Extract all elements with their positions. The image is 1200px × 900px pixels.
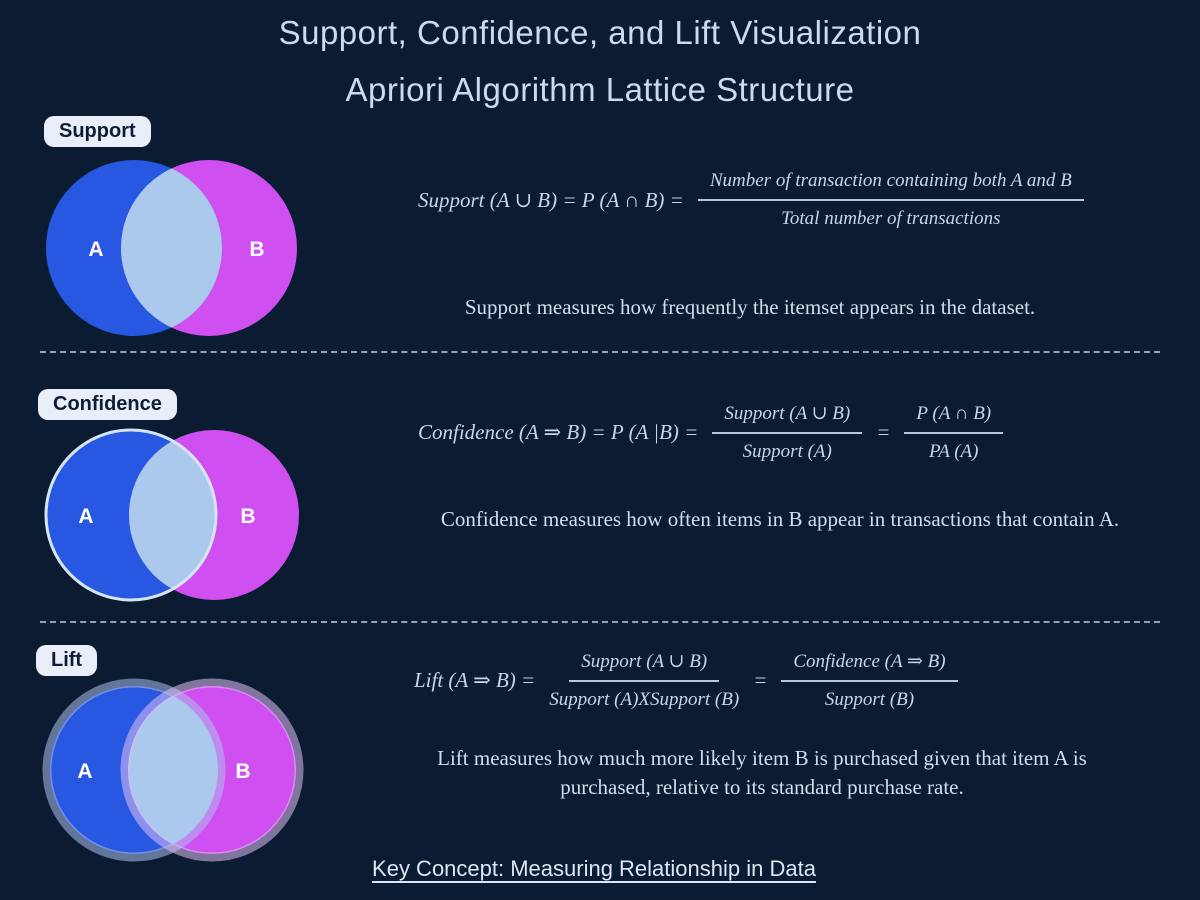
confidence-circle-a-highlight-outline xyxy=(44,428,218,602)
lift-formula-fraction-1: Support (A ∪ B) Support (A)XSupport (B) xyxy=(549,650,739,711)
lift-label-b: B xyxy=(235,760,250,783)
support-fraction-numerator: Number of transaction containing both A … xyxy=(697,170,1084,201)
lift-fraction2-numerator: Confidence (A ⇒ B) xyxy=(781,650,958,682)
support-badge: Support xyxy=(44,116,151,147)
support-label-b: B xyxy=(249,238,264,261)
page-subtitle: Apriori Algorithm Lattice Structure xyxy=(345,71,855,108)
support-label-a: A xyxy=(88,238,103,261)
lift-formula: Lift (A ⇒ B) = Support (A ∪ B) Support (… xyxy=(414,650,958,711)
lift-intersection-lens xyxy=(128,686,218,854)
lift-fraction1-numerator: Support (A ∪ B) xyxy=(569,650,720,682)
confidence-fraction1-numerator: Support (A ∪ B) xyxy=(712,402,863,434)
lift-circle-a-halo xyxy=(42,678,226,862)
support-fraction-denominator: Total number of transactions xyxy=(781,208,1001,229)
confidence-label-b: B xyxy=(240,505,255,528)
confidence-fraction1-denominator: Support (A) xyxy=(742,441,832,462)
confidence-fraction2-numerator: P (A ∩ B) xyxy=(904,403,1004,434)
lift-fraction1-denominator: Support (A)XSupport (B) xyxy=(549,689,740,710)
confidence-formula-fraction-1: Support (A ∪ B) Support (A) xyxy=(712,402,863,463)
confidence-fraction2-denominator: PA (A) xyxy=(929,440,979,462)
confidence-formula: Confidence (A ⇒ B) = P (A |B) = Support … xyxy=(418,402,1004,463)
key-concept-link[interactable]: Key Concept: Measuring Relationship in D… xyxy=(372,856,816,881)
support-intersection-lens xyxy=(121,160,222,336)
confidence-label-a: A xyxy=(78,505,93,528)
lift-formula-fraction-2: Confidence (A ⇒ B) Support (B) xyxy=(781,650,958,711)
support-description: Support measures how frequently the item… xyxy=(464,295,1036,319)
lift-fraction2-denominator: Support (B) xyxy=(824,689,915,710)
support-formula-fraction: Number of transaction containing both A … xyxy=(697,170,1084,230)
lift-label-a: A xyxy=(77,760,92,783)
support-venn-diagram: A B xyxy=(46,160,297,336)
page-title: Support, Confidence, and Lift Visualizat… xyxy=(278,14,922,51)
confidence-description: Confidence measures how often items in B… xyxy=(440,507,1120,531)
support-formula-lhs: Support (A ∪ B) = P (A ∩ B) = xyxy=(418,187,684,212)
confidence-formula-fraction-2: P (A ∩ B) PA (A) xyxy=(904,403,1004,463)
confidence-formula-lhs: Confidence (A ⇒ B) = P (A |B) = xyxy=(418,420,699,444)
confidence-formula-equals: = xyxy=(876,420,891,444)
confidence-badge: Confidence xyxy=(38,389,177,420)
support-formula: Support (A ∪ B) = P (A ∩ B) = Number of … xyxy=(418,170,1084,230)
section-divider-2 xyxy=(40,621,1160,623)
footer: Key Concept: Measuring Relationship in D… xyxy=(0,856,1188,882)
confidence-venn-diagram: A B xyxy=(44,428,299,602)
lift-formula-equals: = xyxy=(753,668,768,692)
confidence-intersection-lens xyxy=(129,430,216,600)
lift-badge: Lift xyxy=(36,645,98,676)
lift-description: Lift measures how much more likely item … xyxy=(437,746,1087,800)
lift-formula-lhs: Lift (A ⇒ B) = xyxy=(414,668,536,692)
lift-circle-b-halo xyxy=(120,678,304,862)
lift-venn-diagram: A B xyxy=(42,678,304,862)
section-divider-1 xyxy=(40,351,1160,353)
